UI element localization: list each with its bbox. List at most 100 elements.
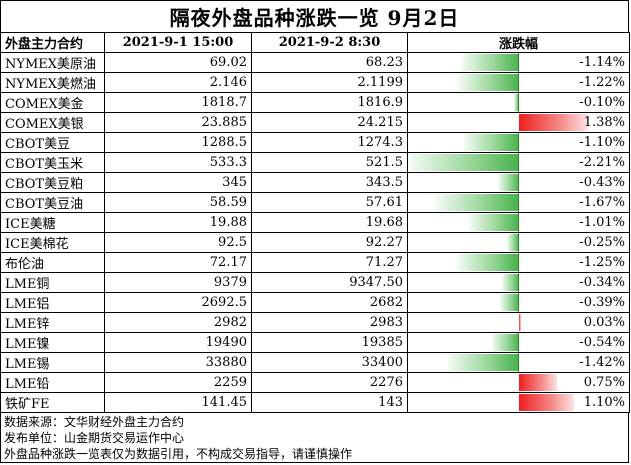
prev-price: 19.88 <box>104 212 252 233</box>
table-row: COMEX美银 23.885 24.215 1.38% <box>0 112 630 133</box>
prev-price: 92.5 <box>104 232 252 253</box>
change-bar-up <box>519 374 557 391</box>
curr-price: 57.61 <box>251 192 408 213</box>
change-bar-down <box>502 274 519 291</box>
contract-name: LME锌 <box>0 312 105 333</box>
prev-price: 72.17 <box>104 252 252 273</box>
change-cell: -0.43% <box>407 172 630 193</box>
source-note: 数据来源：文华财经外盘主力合约 <box>4 415 185 429</box>
change-bar-up <box>519 314 521 331</box>
change-cell: -0.10% <box>407 92 630 113</box>
prev-price: 2982 <box>104 312 252 333</box>
header-contract: 外盘主力合约 <box>0 32 105 53</box>
change-bar-up <box>519 394 574 411</box>
table-row: NYMEX美燃油 2.146 2.1199 -1.22% <box>0 72 630 93</box>
change-cell: -1.25% <box>407 252 630 273</box>
contract-name: LME铝 <box>0 292 105 313</box>
prev-price: 141.45 <box>104 392 252 413</box>
change-bar-down <box>492 334 519 351</box>
change-bar-up <box>519 114 588 131</box>
header-change: 涨跌幅 <box>407 32 630 53</box>
zero-baseline <box>518 93 519 112</box>
prev-price: 2259 <box>104 372 252 393</box>
change-cell: 1.10% <box>407 392 630 413</box>
curr-price: 1816.9 <box>251 92 408 113</box>
change-percent: -1.01% <box>579 215 625 230</box>
curr-price: 71.27 <box>251 252 408 273</box>
contract-name: CBOT美豆油 <box>0 192 105 213</box>
prev-price: 9379 <box>104 272 252 293</box>
page-title: 隔夜外盘品种涨跌一览 9月2日 <box>0 0 629 33</box>
footer-notes: 数据来源：文华财经外盘主力合约 发布单位：山金期货交易运作中心 外盘品种涨跌一览… <box>0 412 629 463</box>
prev-price: 2692.5 <box>104 292 252 313</box>
prev-price: 2.146 <box>104 72 252 93</box>
change-bar-down <box>462 54 519 71</box>
table-row: ICE美棉花 92.5 92.27 -0.25% <box>0 232 630 253</box>
change-cell: -1.67% <box>407 192 630 213</box>
change-cell: -0.54% <box>407 332 630 353</box>
prev-price: 58.59 <box>104 192 252 213</box>
zero-baseline <box>518 273 519 292</box>
change-percent: -0.54% <box>579 335 625 350</box>
change-bar-down <box>497 174 519 191</box>
contract-name: NYMEX美燃油 <box>0 72 105 93</box>
change-percent: -2.21% <box>579 155 625 170</box>
table-body: NYMEX美原油 69.02 68.23 -1.14% NYMEX美燃油 2.146 2.1… <box>0 52 630 413</box>
curr-price: 24.215 <box>251 112 408 133</box>
change-percent: -1.25% <box>579 255 625 270</box>
table-row: NYMEX美原油 69.02 68.23 -1.14% <box>0 52 630 73</box>
header-curr-time: 2021-9-2 8:30 <box>251 32 408 53</box>
contract-name: LME锡 <box>0 352 105 373</box>
change-percent: -0.25% <box>579 235 625 250</box>
contract-name: CBOT美豆 <box>0 132 105 153</box>
table-row: CBOT美豆粕 345 343.5 -0.43% <box>0 172 630 193</box>
change-cell: 0.03% <box>407 312 630 333</box>
header-prev-time: 2021-9-1 15:00 <box>104 32 252 53</box>
prev-price: 345 <box>104 172 252 193</box>
prev-price: 33880 <box>104 352 252 373</box>
contract-name: 布伦油 <box>0 252 105 273</box>
contract-name: LME镍 <box>0 332 105 353</box>
curr-price: 33400 <box>251 352 408 373</box>
table-row: LME锌 2982 2983 0.03% <box>0 312 630 333</box>
prev-price: 1288.5 <box>104 132 252 153</box>
zero-baseline <box>518 353 519 372</box>
contract-name: 铁矿FE <box>0 392 105 413</box>
publisher-note: 发布单位：山金期货交易运作中心 <box>4 431 185 445</box>
zero-baseline <box>518 213 519 232</box>
contract-name: COMEX美金 <box>0 92 105 113</box>
change-percent: -1.67% <box>579 195 625 210</box>
table-row: LME铝 2692.5 2682 -0.39% <box>0 292 630 313</box>
curr-price: 19.68 <box>251 212 408 233</box>
zero-baseline <box>518 173 519 192</box>
change-cell: -2.21% <box>407 152 630 173</box>
change-cell: -1.22% <box>407 72 630 93</box>
contract-name: ICE美棉花 <box>0 232 105 253</box>
change-percent: 0.03% <box>583 315 625 330</box>
table-row: LME铜 9379 9347.50 -0.34% <box>0 272 630 293</box>
curr-price: 2276 <box>251 372 408 393</box>
table-row: LME镍 19490 19385 -0.54% <box>0 332 630 353</box>
change-cell: 1.38% <box>407 112 630 133</box>
change-bar-down <box>468 214 519 231</box>
change-cell: -1.01% <box>407 212 630 233</box>
zero-baseline <box>518 133 519 152</box>
header-row: 外盘主力合约 2021-9-1 15:00 2021-9-2 8:30 涨跌幅 <box>0 32 630 53</box>
curr-price: 68.23 <box>251 52 408 73</box>
change-cell: -1.14% <box>407 52 630 73</box>
zero-baseline <box>518 333 519 352</box>
change-bar-down <box>458 74 519 91</box>
contract-name: ICE美糖 <box>0 212 105 233</box>
change-cell: 0.75% <box>407 372 630 393</box>
table-row: CBOT美豆 1288.5 1274.3 -1.10% <box>0 132 630 153</box>
disclaimer-note: 外盘品种涨跌一览表仅为数据引用，不构成交易指导，请谨慎操作 <box>4 447 353 461</box>
table-row: COMEX美金 1818.7 1816.9 -0.10% <box>0 92 630 113</box>
table-row: CBOT美玉米 533.3 521.5 -2.21% <box>0 152 630 173</box>
curr-price: 1274.3 <box>251 132 408 153</box>
change-cell: -0.25% <box>407 232 630 253</box>
contract-name: CBOT美玉米 <box>0 152 105 173</box>
curr-price: 2983 <box>251 312 408 333</box>
quote-table: 外盘主力合约 2021-9-1 15:00 2021-9-2 8:30 涨跌幅 … <box>0 32 630 413</box>
table-row: ICE美糖 19.88 19.68 -1.01% <box>0 212 630 233</box>
